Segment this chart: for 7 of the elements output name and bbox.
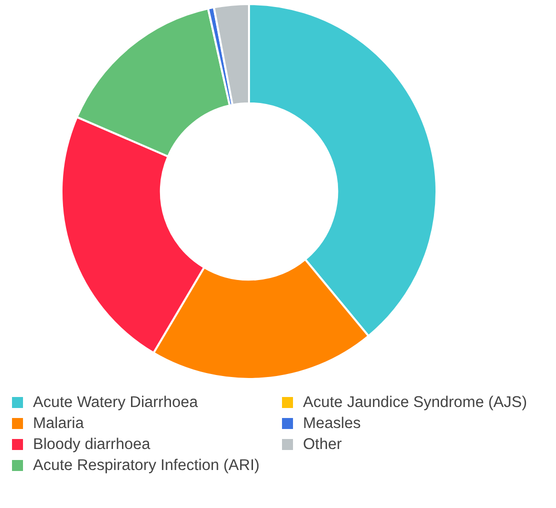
legend-label: Measles <box>302 414 362 434</box>
legend-label: Acute Respiratory Infection (ARI) <box>32 456 261 476</box>
legend-label: Malaria <box>32 414 85 434</box>
legend-label: Bloody diarrhoea <box>32 435 152 455</box>
legend-label: Other <box>302 435 343 455</box>
legend-label: Acute Watery Diarrhoea <box>32 393 199 413</box>
legend-label: Acute Jaundice Syndrome (AJS) <box>302 393 528 413</box>
